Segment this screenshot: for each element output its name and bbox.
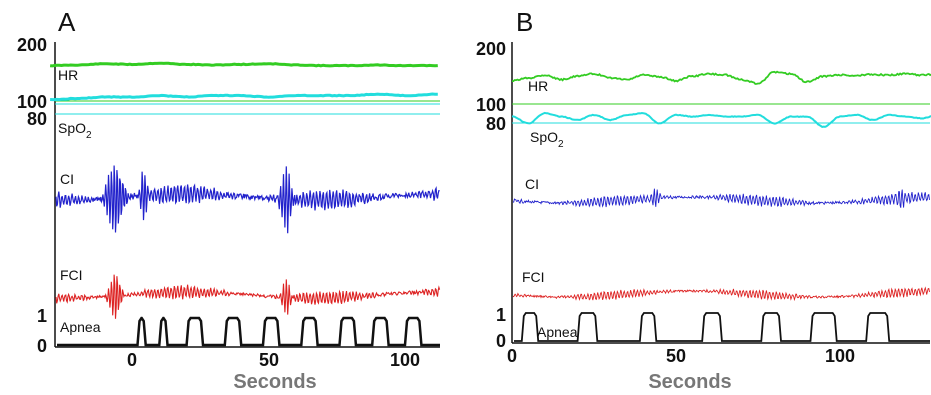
panel-b-xtick-0: 0 xyxy=(507,346,517,366)
panel-b-ci-label: CI xyxy=(525,176,539,192)
panel-b-xtick-100: 100 xyxy=(825,346,855,366)
panel-a-xtick-0: 0 xyxy=(127,350,137,370)
panel-a-fci-line xyxy=(55,274,441,319)
panel-a-ytick-0: 0 xyxy=(37,336,47,356)
panel-b: B 200 100 80 1 0 0 50 100 Seconds HR SpO… xyxy=(476,7,931,393)
panel-b-spo2-line xyxy=(511,111,931,128)
panel-b-fci-label: FCI xyxy=(522,269,545,285)
panel-b-ytick-100: 100 xyxy=(476,95,506,115)
panel-b-hr-label: HR xyxy=(528,78,548,94)
panel-b-apnea-line xyxy=(514,312,930,342)
panel-a-spo2-label-main: SpO xyxy=(58,120,86,136)
panel-a: A 200 100 80 1 0 0 50 100 Seconds HR SpO… xyxy=(17,7,441,393)
panel-a-ytick-80: 80 xyxy=(27,109,47,129)
panel-b-hr-line xyxy=(512,70,931,85)
panel-b-ytick-80: 80 xyxy=(486,114,506,134)
panel-a-hr-line xyxy=(49,61,438,68)
panel-b-x-title: Seconds xyxy=(648,371,731,393)
panel-b-label: B xyxy=(516,7,533,37)
panel-b-spo2-label: SpO2 xyxy=(530,129,564,150)
panel-a-ci-line xyxy=(55,165,440,234)
panel-a-apnea-line xyxy=(57,316,440,347)
panel-a-apnea-label: Apnea xyxy=(60,319,101,335)
panel-b-xtick-50: 50 xyxy=(666,346,686,366)
panel-b-ytick-0: 0 xyxy=(496,331,506,351)
panel-a-ytick-1: 1 xyxy=(37,306,47,326)
panel-b-ci-line xyxy=(512,188,930,208)
panel-b-ytick-1: 1 xyxy=(496,305,506,325)
panel-b-spo2-label-sub: 2 xyxy=(558,139,564,150)
panel-a-label: A xyxy=(58,7,76,37)
panel-b-fci-line xyxy=(512,286,930,302)
panel-a-x-title: Seconds xyxy=(233,371,316,393)
panel-a-xtick-100: 100 xyxy=(390,350,420,370)
panel-a-spo2-label: SpO2 xyxy=(58,120,92,141)
panel-a-fci-label: FCI xyxy=(60,267,83,283)
panel-a-spo2-line xyxy=(50,92,438,102)
panel-a-xtick-50: 50 xyxy=(259,350,279,370)
panel-b-spo2-label-main: SpO xyxy=(530,129,558,145)
panel-a-ytick-100: 100 xyxy=(17,92,47,112)
panel-a-ci-label: CI xyxy=(60,171,74,187)
panel-b-apnea-label: Apnea xyxy=(537,324,578,340)
panel-b-ytick-200: 200 xyxy=(476,39,506,59)
panel-a-hr-label: HR xyxy=(58,67,78,83)
panel-a-spo2-label-sub: 2 xyxy=(86,130,92,141)
panel-a-ytick-200: 200 xyxy=(17,35,47,55)
